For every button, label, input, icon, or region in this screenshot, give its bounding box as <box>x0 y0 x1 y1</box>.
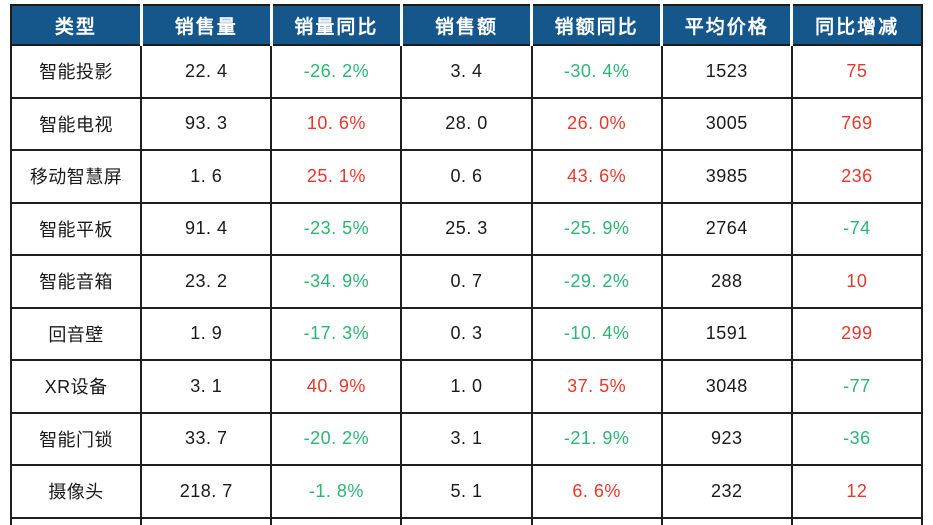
cell-sales-volume: 3. 1 <box>140 359 273 414</box>
cell-sales-amount: 5. 1 <box>400 464 533 519</box>
cell-volume-yoy: -20. 2% <box>270 411 403 466</box>
cell-sales-amount: 1. 0 <box>400 359 533 414</box>
cell-sales-amount: 7. 4 <box>400 516 533 525</box>
cell-yoy-change: 12 <box>790 464 924 519</box>
cell-amount-yoy: -29. 2% <box>530 254 663 309</box>
cell-volume-yoy: 10. 6% <box>270 96 403 151</box>
cell-amount-yoy: -30. 4% <box>530 44 663 99</box>
header-amount-yoy: 销额同比 <box>530 4 664 46</box>
cell-avg-price: 288 <box>660 254 793 309</box>
cell-volume-yoy: 40. 9% <box>270 359 403 414</box>
table-row: 智能门锁 33. 7 -20. 2% 3. 1 -21. 9% 923 -36 <box>9 411 924 466</box>
header-avg-price: 平均价格 <box>660 4 794 46</box>
cell-sales-amount: 0. 7 <box>400 254 533 309</box>
cell-type: 智能投影 <box>9 44 143 99</box>
table-row: 智能电视 93. 3 10. 6% 28. 0 26. 0% 3005 769 <box>9 96 924 151</box>
cell-avg-price: 3272 <box>660 516 793 525</box>
cell-yoy-change: -36 <box>790 411 924 466</box>
cell-yoy-change: 299 <box>790 306 924 361</box>
cell-sales-volume: 1. 6 <box>140 149 273 204</box>
cell-sales-volume: 91. 4 <box>140 201 273 256</box>
cell-amount-yoy: -15. 1% <box>530 516 663 525</box>
cell-avg-price: 232 <box>660 464 793 519</box>
cell-volume-yoy: -23. 1% <box>270 516 403 525</box>
table-row: 移动智慧屏 1. 6 25. 1% 0. 6 43. 6% 3985 236 <box>9 149 924 204</box>
cell-yoy-change: 187 <box>790 516 924 525</box>
header-type: 类型 <box>9 4 143 46</box>
cell-sales-volume: 23. 2 <box>140 254 273 309</box>
cell-yoy-change: 236 <box>790 149 924 204</box>
cell-type: XR设备 <box>9 359 143 414</box>
header-sales-volume: 销售量 <box>139 4 273 46</box>
cell-type: 智能电视 <box>9 96 143 151</box>
table-row: XR设备 3. 1 40. 9% 1. 0 37. 5% 3048 -77 <box>9 359 924 414</box>
cell-amount-yoy: -10. 4% <box>530 306 663 361</box>
cell-sales-volume: 1. 9 <box>140 306 273 361</box>
header-sales-amount: 销售额 <box>399 4 534 46</box>
cell-yoy-change: -77 <box>790 359 924 414</box>
cell-sales-volume: 22. 4 <box>140 44 273 99</box>
table-row: 智能平板 91. 4 -23. 5% 25. 3 -25. 9% 2764 -7… <box>9 201 924 256</box>
cell-type: 摄像头 <box>9 464 143 519</box>
cell-amount-yoy: -21. 9% <box>530 411 663 466</box>
table-row: 智能投影 22. 4 -26. 2% 3. 4 -30. 4% 1523 75 <box>9 44 924 99</box>
cell-avg-price: 923 <box>660 411 793 466</box>
cell-volume-yoy: -34. 9% <box>270 254 403 309</box>
cell-sales-volume: 22. 7 <box>140 516 273 525</box>
table-row: 摄像头 218. 7 -1. 8% 5. 1 6. 6% 232 12 <box>9 464 924 519</box>
cell-sales-amount: 28. 0 <box>400 96 533 151</box>
cell-sales-amount: 3. 1 <box>400 411 533 466</box>
cell-sales-volume: 93. 3 <box>140 96 273 151</box>
cell-volume-yoy: 25. 1% <box>270 149 403 204</box>
cell-sales-volume: 218. 7 <box>140 464 273 519</box>
cell-volume-yoy: -1. 8% <box>270 464 403 519</box>
cell-amount-yoy: -25. 9% <box>530 201 663 256</box>
cell-avg-price: 3048 <box>660 359 793 414</box>
cell-type: 扫地机器人 <box>9 516 143 525</box>
cell-amount-yoy: 6. 6% <box>530 464 663 519</box>
cell-yoy-change: -74 <box>790 201 924 256</box>
header-yoy-change: 同比增减 <box>790 4 924 46</box>
cell-yoy-change: 10 <box>790 254 924 309</box>
header-row: 类型 销售量 销量同比 销售额 销额同比 平均价格 同比增减 <box>9 4 924 46</box>
cell-sales-amount: 0. 3 <box>400 306 533 361</box>
table-row: 回音壁 1. 9 -17. 3% 0. 3 -10. 4% 1591 299 <box>9 306 924 361</box>
cell-sales-amount: 25. 3 <box>400 201 533 256</box>
cell-avg-price: 1523 <box>660 44 793 99</box>
header-volume-yoy: 销量同比 <box>269 4 403 46</box>
cell-amount-yoy: 43. 6% <box>530 149 663 204</box>
cell-volume-yoy: -23. 5% <box>270 201 403 256</box>
cell-avg-price: 3005 <box>660 96 793 151</box>
cell-type: 移动智慧屏 <box>9 149 143 204</box>
cell-amount-yoy: 26. 0% <box>530 96 663 151</box>
table-row: 智能音箱 23. 2 -34. 9% 0. 7 -29. 2% 288 10 <box>9 254 924 309</box>
cell-type: 回音壁 <box>9 306 143 361</box>
cell-sales-amount: 0. 6 <box>400 149 533 204</box>
cell-avg-price: 2764 <box>660 201 793 256</box>
cell-yoy-change: 769 <box>790 96 924 151</box>
sales-stats-table: 类型 销售量 销量同比 销售额 销额同比 平均价格 同比增减 智能投影 22. … <box>9 4 924 525</box>
cell-amount-yoy: 37. 5% <box>530 359 663 414</box>
cell-type: 智能平板 <box>9 201 143 256</box>
cell-sales-amount: 3. 4 <box>400 44 533 99</box>
cell-type: 智能音箱 <box>9 254 143 309</box>
cell-volume-yoy: -17. 3% <box>270 306 403 361</box>
cell-volume-yoy: -26. 2% <box>270 44 403 99</box>
table-header: 类型 销售量 销量同比 销售额 销额同比 平均价格 同比增减 <box>9 4 924 46</box>
table-row: 扫地机器人 22. 7 -23. 1% 7. 4 -15. 1% 3272 18… <box>9 516 924 525</box>
cell-avg-price: 3985 <box>660 149 793 204</box>
cell-sales-volume: 33. 7 <box>140 411 273 466</box>
cell-avg-price: 1591 <box>660 306 793 361</box>
cell-type: 智能门锁 <box>9 411 143 466</box>
cell-yoy-change: 75 <box>790 44 924 99</box>
table-body: 智能投影 22. 4 -26. 2% 3. 4 -30. 4% 1523 75 … <box>9 44 924 525</box>
